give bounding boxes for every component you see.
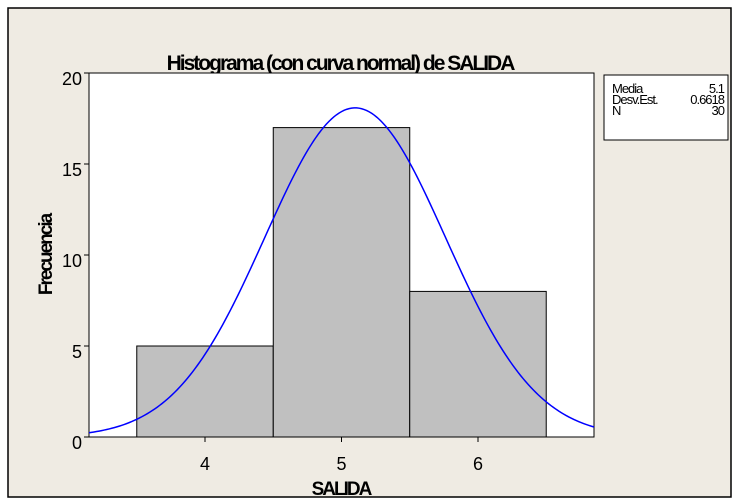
histogram-bar-2 <box>409 290 547 438</box>
histogram-bar-0 <box>136 345 274 438</box>
y-tick-label-1: 5 <box>72 342 82 362</box>
stats-value-1: 0.6618 <box>690 92 725 107</box>
stats-label-1: Desv.Est. <box>612 92 658 107</box>
normal-curve-line <box>88 107 595 434</box>
y-axis-label: Frecuencia <box>36 212 57 295</box>
stats-legend: Media 5.1 Desv.Est. 0.6618 N 30 <box>603 74 729 141</box>
x-tick-label-1: 5 <box>336 454 346 474</box>
stats-value-2: 30 <box>712 103 725 118</box>
stats-value-0: 5.1 <box>709 81 725 96</box>
y-tick-label-2: 10 <box>62 251 82 271</box>
stats-label-0: Media <box>612 81 644 96</box>
histogram-bar-1 <box>272 127 411 438</box>
stats-label-2: N <box>612 103 621 118</box>
x-tick-label-2: 6 <box>473 454 483 474</box>
x-tick-label-0: 4 <box>200 454 210 474</box>
y-tick-label-3: 15 <box>62 160 82 180</box>
y-tick-label-0: 0 <box>72 433 82 453</box>
stats-box-border <box>603 74 729 141</box>
chart-title: Histograma (con curva normal) de SALIDA <box>167 52 516 75</box>
x-axis-label: SALIDA <box>312 479 373 499</box>
y-tick-label-4: 20 <box>62 69 82 89</box>
